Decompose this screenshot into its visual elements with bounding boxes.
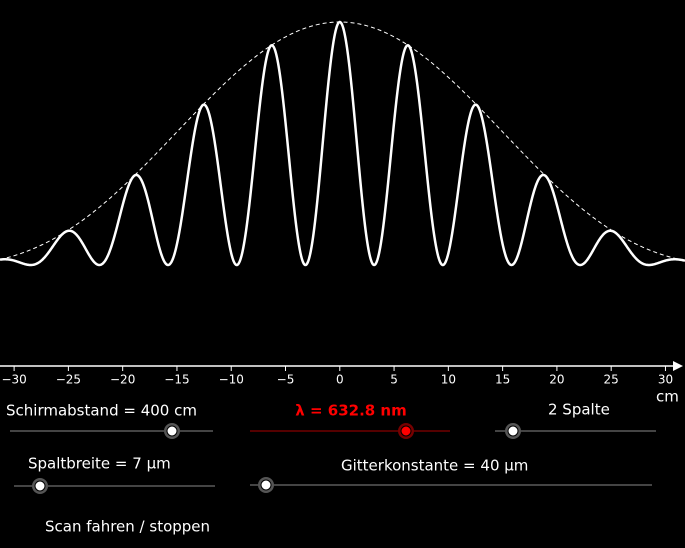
scan-button[interactable]: Scan fahren / stoppen: [45, 518, 210, 536]
slider-knob[interactable]: [34, 480, 46, 492]
axis-arrow: [673, 361, 683, 371]
slider-knob[interactable]: [507, 425, 519, 437]
intensity-curve: [0, 20, 685, 267]
x-tick-label: 0: [336, 373, 344, 387]
x-tick-label: −30: [1, 373, 26, 387]
x-tick-label: −10: [219, 373, 244, 387]
slider-label: 2 Spalte: [548, 401, 610, 419]
x-tick-label: −20: [110, 373, 135, 387]
x-tick-label: 25: [604, 373, 619, 387]
x-tick-label: 30: [658, 373, 673, 387]
x-unit: cm: [656, 388, 679, 406]
x-tick-label: 15: [495, 373, 510, 387]
slider-label: Gitterkonstante = 40 µm: [341, 457, 528, 475]
x-tick-label: −25: [56, 373, 81, 387]
slider-knob[interactable]: [166, 425, 178, 437]
slider-label: Spaltbreite = 7 µm: [28, 455, 171, 473]
x-tick-label: −5: [277, 373, 295, 387]
slider-knob[interactable]: [400, 425, 412, 437]
slider-label: Schirmabstand = 400 cm: [6, 402, 197, 420]
slider-knob[interactable]: [260, 479, 272, 491]
x-tick-label: 10: [441, 373, 456, 387]
x-tick-label: −15: [164, 373, 189, 387]
x-tick-label: 5: [390, 373, 398, 387]
x-tick-label: 20: [549, 373, 564, 387]
slider-label: λ = 632.8 nm: [295, 402, 406, 420]
